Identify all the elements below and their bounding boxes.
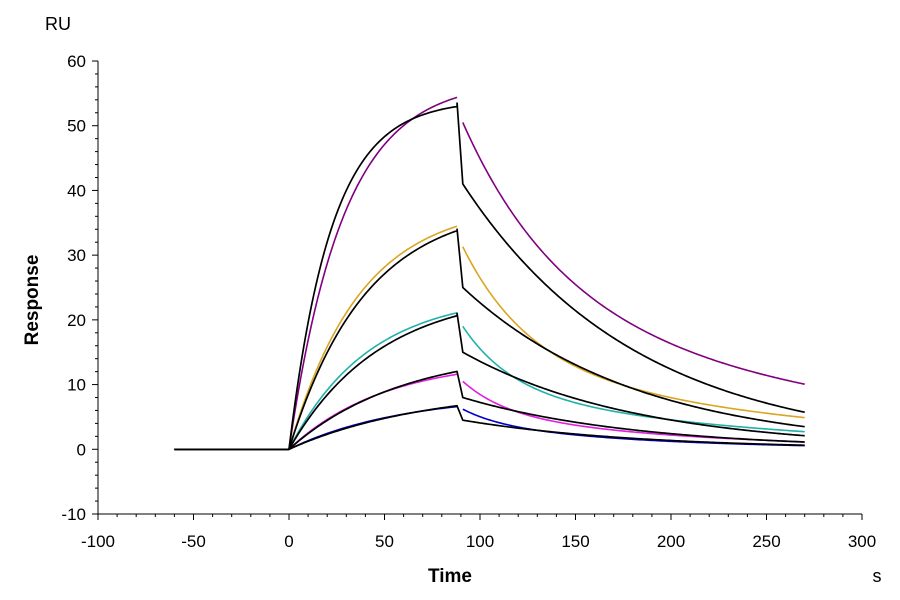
x-tick-label: 300 (848, 532, 876, 551)
series-line-measured-3-seg2 (462, 325, 805, 433)
series-line-fit-3 (174, 312, 805, 451)
series-line-measured-1-seg2 (462, 122, 805, 385)
y-unit-label: RU (45, 14, 71, 34)
y-axis-title: Response (22, 255, 43, 346)
series-line-measured-1-seg1 (174, 96, 458, 451)
x-axis-title: Time (428, 566, 472, 587)
y-tick-label: 50 (67, 117, 86, 136)
series-line-measured-2-seg2 (462, 246, 805, 419)
plot-series (174, 96, 805, 451)
series-line-fit-4 (174, 370, 805, 451)
x-tick-label: 150 (561, 532, 589, 551)
axes (97, 61, 862, 515)
y-tick-label: 10 (67, 376, 86, 395)
ticks: -100 -50 0 50 100 150 200 250 300-10010203040506… (61, 52, 876, 551)
y-tick-label: -10 (61, 505, 86, 524)
x-tick-label: 250 (752, 532, 780, 551)
x-tick-label: 50 (375, 532, 394, 551)
x-tick-label: 200 (657, 532, 685, 551)
y-tick-label: 30 (67, 246, 86, 265)
x-unit-label: s (873, 566, 882, 586)
y-tick-label: 60 (67, 52, 86, 71)
y-tick-label: 0 (77, 440, 86, 459)
x-tick-label: 0 (284, 532, 293, 551)
x-tick-label: -50 (181, 532, 206, 551)
x-tick-label: -100 (81, 532, 115, 551)
series-line-fit-1 (174, 102, 805, 451)
series-line-fit-2 (174, 228, 805, 451)
x-tick-label: 100 (466, 532, 494, 551)
y-tick-label: 40 (67, 181, 86, 200)
y-tick-label: 20 (67, 311, 86, 330)
series-line-measured-3-seg1 (174, 311, 458, 451)
series-line-measured-2-seg1 (174, 225, 458, 451)
series-line-fit-5 (174, 404, 805, 451)
